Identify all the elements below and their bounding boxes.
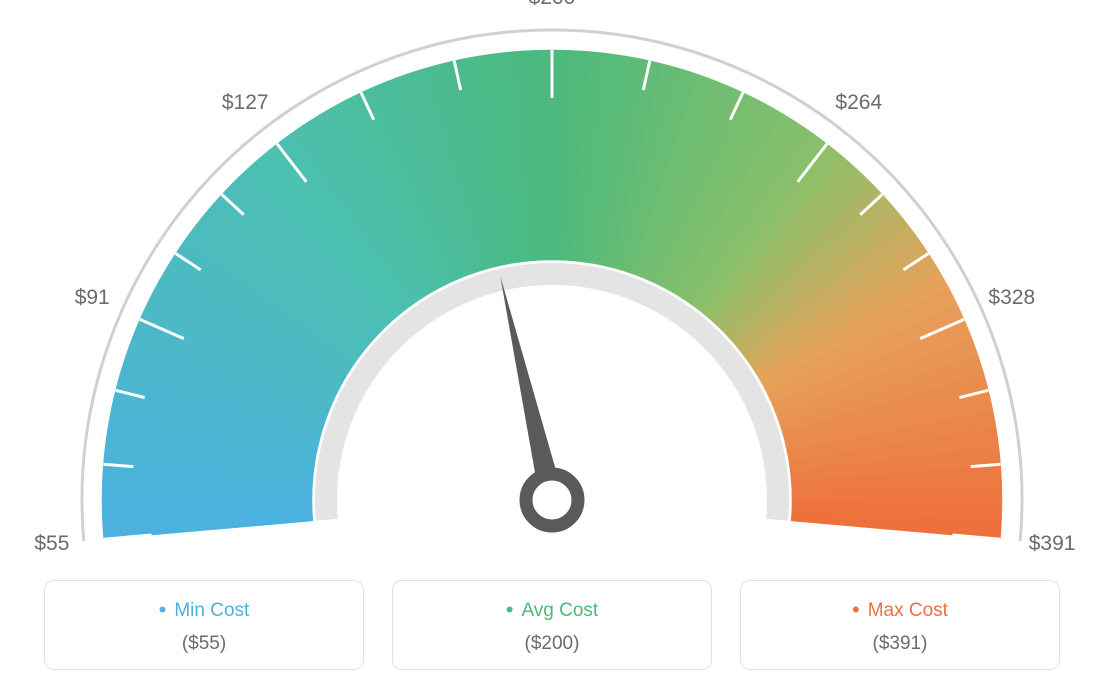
- gauge-svg: [0, 0, 1104, 570]
- legend-max-label: Max Cost: [751, 597, 1049, 623]
- scale-label: $200: [529, 0, 576, 10]
- scale-label: $127: [222, 91, 269, 115]
- legend-row: Min Cost ($55) Avg Cost ($200) Max Cost …: [0, 580, 1104, 670]
- gauge-needle-hub: [526, 474, 578, 526]
- legend-max-value: ($391): [751, 633, 1049, 655]
- scale-label: $328: [988, 286, 1035, 310]
- legend-min-value: ($55): [55, 633, 353, 655]
- legend-avg-value: ($200): [403, 633, 701, 655]
- legend-min-label: Min Cost: [55, 597, 353, 623]
- scale-label: $264: [835, 91, 882, 115]
- scale-label: $55: [34, 532, 69, 556]
- legend-avg-label: Avg Cost: [403, 597, 701, 623]
- scale-label: $91: [75, 286, 110, 310]
- legend-card-avg: Avg Cost ($200): [392, 580, 712, 670]
- legend-card-min: Min Cost ($55): [44, 580, 364, 670]
- legend-card-max: Max Cost ($391): [740, 580, 1060, 670]
- scale-label: $391: [1029, 532, 1076, 556]
- gauge-chart: $55 $91 $127 $200 $264 $328 $391: [0, 0, 1104, 570]
